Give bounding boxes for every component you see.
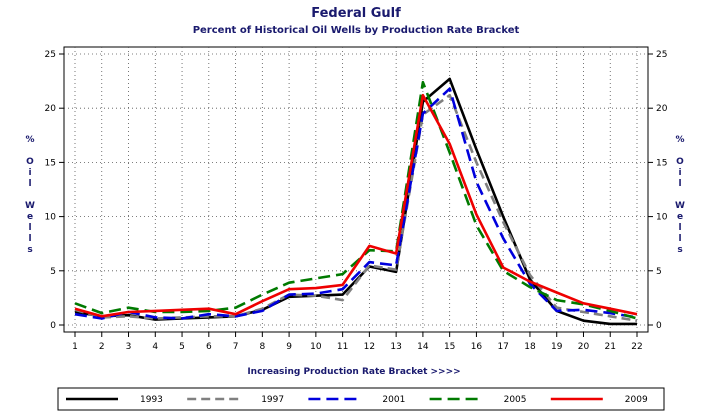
x-tick-label: 2 [99,342,105,352]
series-line-2005 [74,80,638,320]
x-tick-label: 9 [286,342,292,352]
y-tick-label: 0 [656,321,662,331]
series-line-1997 [74,93,638,322]
x-tick-label: 8 [259,342,265,352]
y-tick-label: 15 [45,158,56,168]
x-tick-label: 7 [233,342,239,352]
x-tick-label: 3 [126,342,132,352]
y-axis-label-char: s [27,245,32,255]
grid-lines [64,47,648,332]
y-axis-label-char: l [678,223,681,233]
x-tick-label: 4 [152,342,158,352]
series-lines [74,77,638,326]
x-tick-label: 1 [72,342,78,352]
y-tick-label: 25 [656,50,667,60]
y-axis-label-char: l [28,234,31,244]
y-axis-label-char: e [27,212,33,222]
y-axis-label-char: % [675,135,684,145]
y-tick-label: 5 [50,267,56,277]
x-tick-label: 18 [524,342,536,352]
y-axis-label-char: W [25,201,35,211]
y-axis-label-char: i [678,168,681,178]
x-tick-label: 14 [417,342,429,352]
chart-subtitle: Percent of Historical Oil Wells by Produ… [193,25,520,36]
legend-label-2001: 2001 [382,395,405,405]
y-tick-label: 10 [656,213,668,223]
y-tick-label: 25 [45,50,56,60]
x-tick-label: 21 [605,342,616,352]
y-axis-label-char: e [677,212,683,222]
x-tick-label: 5 [179,342,185,352]
y-axis-label-char: l [28,223,31,233]
y-axis-label-char: W [675,201,685,211]
y-tick-label: 15 [656,158,667,168]
series-line-2001 [74,87,638,320]
y-axis-label-char: % [25,135,34,145]
x-tick-label: 13 [390,342,401,352]
legend-label-2009: 2009 [625,395,648,405]
x-tick-label: 15 [444,342,455,352]
x-tick-label: 12 [364,342,375,352]
legend-label-1997: 1997 [261,395,284,405]
y-tick-label: 20 [45,104,57,114]
y-axis-label-char: O [26,157,34,167]
y-axis-label-char: l [28,179,31,189]
x-tick-label: 16 [471,342,483,352]
x-axis-label: Increasing Production Rate Bracket >>>> [247,367,460,377]
y-tick-label: 0 [50,321,56,331]
x-tick-label: 10 [310,342,322,352]
y-axis-right: 0 5 10 15 20 25 [648,50,668,331]
legend-label-2005: 2005 [504,395,527,405]
y-axis-label-char: l [678,234,681,244]
x-tick-label: 11 [337,342,348,352]
y-axis-label-char: i [28,168,31,178]
x-tick-label: 20 [578,342,590,352]
series-line-1993 [74,77,637,326]
y-tick-label: 20 [656,104,668,114]
x-tick-label: 19 [551,342,563,352]
y-tick-label: 10 [45,213,57,223]
x-tick-label: 17 [497,342,508,352]
legend-box [57,387,665,411]
legend: 1993 1997 2001 2005 2009 [57,387,665,411]
series-line-2009 [74,93,638,318]
y-axis-label-char: O [676,157,684,167]
y-axis-label-char: l [678,179,681,189]
legend-label-1993: 1993 [140,395,163,405]
x-axis: 1 2 3 4 5 6 7 8 9 10 11 12 13 14 15 16 17 18 19 20 21 22 [72,332,643,352]
y-tick-label: 5 [656,267,662,277]
x-tick-label: 6 [206,342,212,352]
plot-area [63,46,649,333]
plot-frame [63,46,649,333]
y-axis-left: 0 5 10 15 20 25 [45,50,64,331]
chart-title: Federal Gulf [311,6,401,21]
x-tick-label: 22 [631,342,642,352]
y-axis-label-char: s [677,245,682,255]
